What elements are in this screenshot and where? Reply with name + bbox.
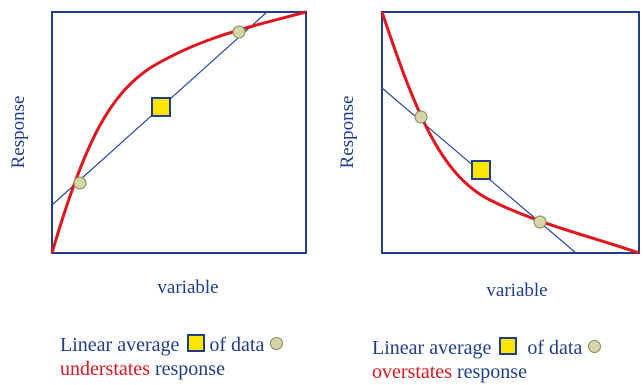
left-x-axis-label: variable (157, 277, 218, 298)
right-caption-response: response (456, 361, 527, 383)
left-caption-response: response (154, 358, 225, 380)
right-caption-overstates: overstates (372, 361, 452, 383)
right-plot-frame (381, 11, 640, 254)
left-caption-mid: of data (209, 334, 265, 356)
right-caption-line-2: overstates response (372, 360, 601, 384)
right-data-point-1 (414, 110, 428, 124)
left-caption-data-dot (270, 337, 284, 350)
left-linear-average-marker (151, 97, 171, 117)
left-plot-frame (51, 11, 307, 254)
left-panel: Response variable (8, 10, 307, 298)
left-caption-average-swatch (187, 334, 206, 352)
right-caption-data-dot (588, 340, 602, 353)
left-caption-lead: Linear average (60, 334, 180, 356)
left-caption-understates: understates (60, 358, 150, 380)
left-y-axis-label: Response (8, 96, 29, 169)
right-caption-line-1: Linear average of data (372, 336, 602, 360)
right-panel: Response variable (337, 11, 640, 301)
left-data-point-2 (232, 25, 246, 39)
right-response-curve (380, 11, 640, 255)
right-caption-mid: of data (527, 337, 583, 359)
right-y-axis-label: Response (337, 96, 358, 169)
left-caption: Linear average of data understates respon… (60, 333, 284, 381)
left-caption-line-1: Linear average of data (60, 333, 284, 357)
left-caption-line-2: understates response (60, 357, 283, 381)
left-data-point-1 (73, 176, 87, 190)
right-data-point-2 (533, 215, 547, 229)
right-caption: Linear average of data overstates respons… (372, 336, 602, 384)
right-caption-lead: Linear average (372, 337, 492, 359)
right-linear-average-marker (471, 160, 491, 180)
left-response-curve (50, 10, 307, 254)
right-x-axis-label: variable (486, 280, 547, 301)
right-caption-average-swatch (499, 337, 518, 355)
